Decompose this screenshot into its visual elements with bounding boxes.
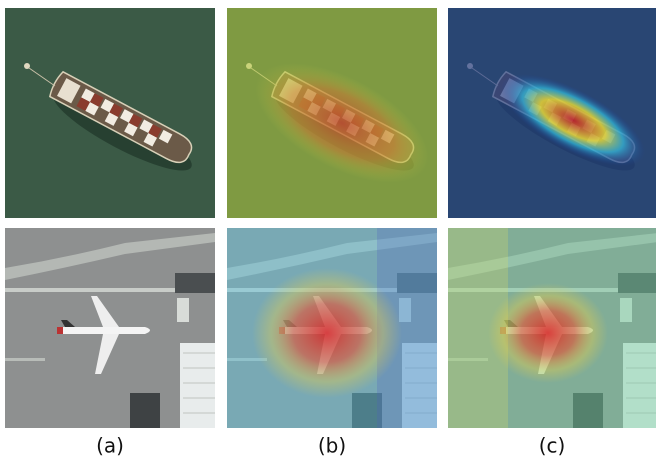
panel-label: (b): [318, 434, 346, 458]
panel-label: (c): [539, 434, 566, 458]
ship-original: [5, 8, 215, 218]
ship-heatmap-c: [448, 8, 656, 218]
plane-heatmap-b: [227, 228, 437, 428]
plane-original: [5, 228, 215, 428]
panel-label: (a): [96, 434, 124, 458]
image-grid: [5, 8, 656, 428]
ship-heatmap-b: [227, 8, 437, 218]
plane-heatmap-c: [448, 228, 656, 428]
